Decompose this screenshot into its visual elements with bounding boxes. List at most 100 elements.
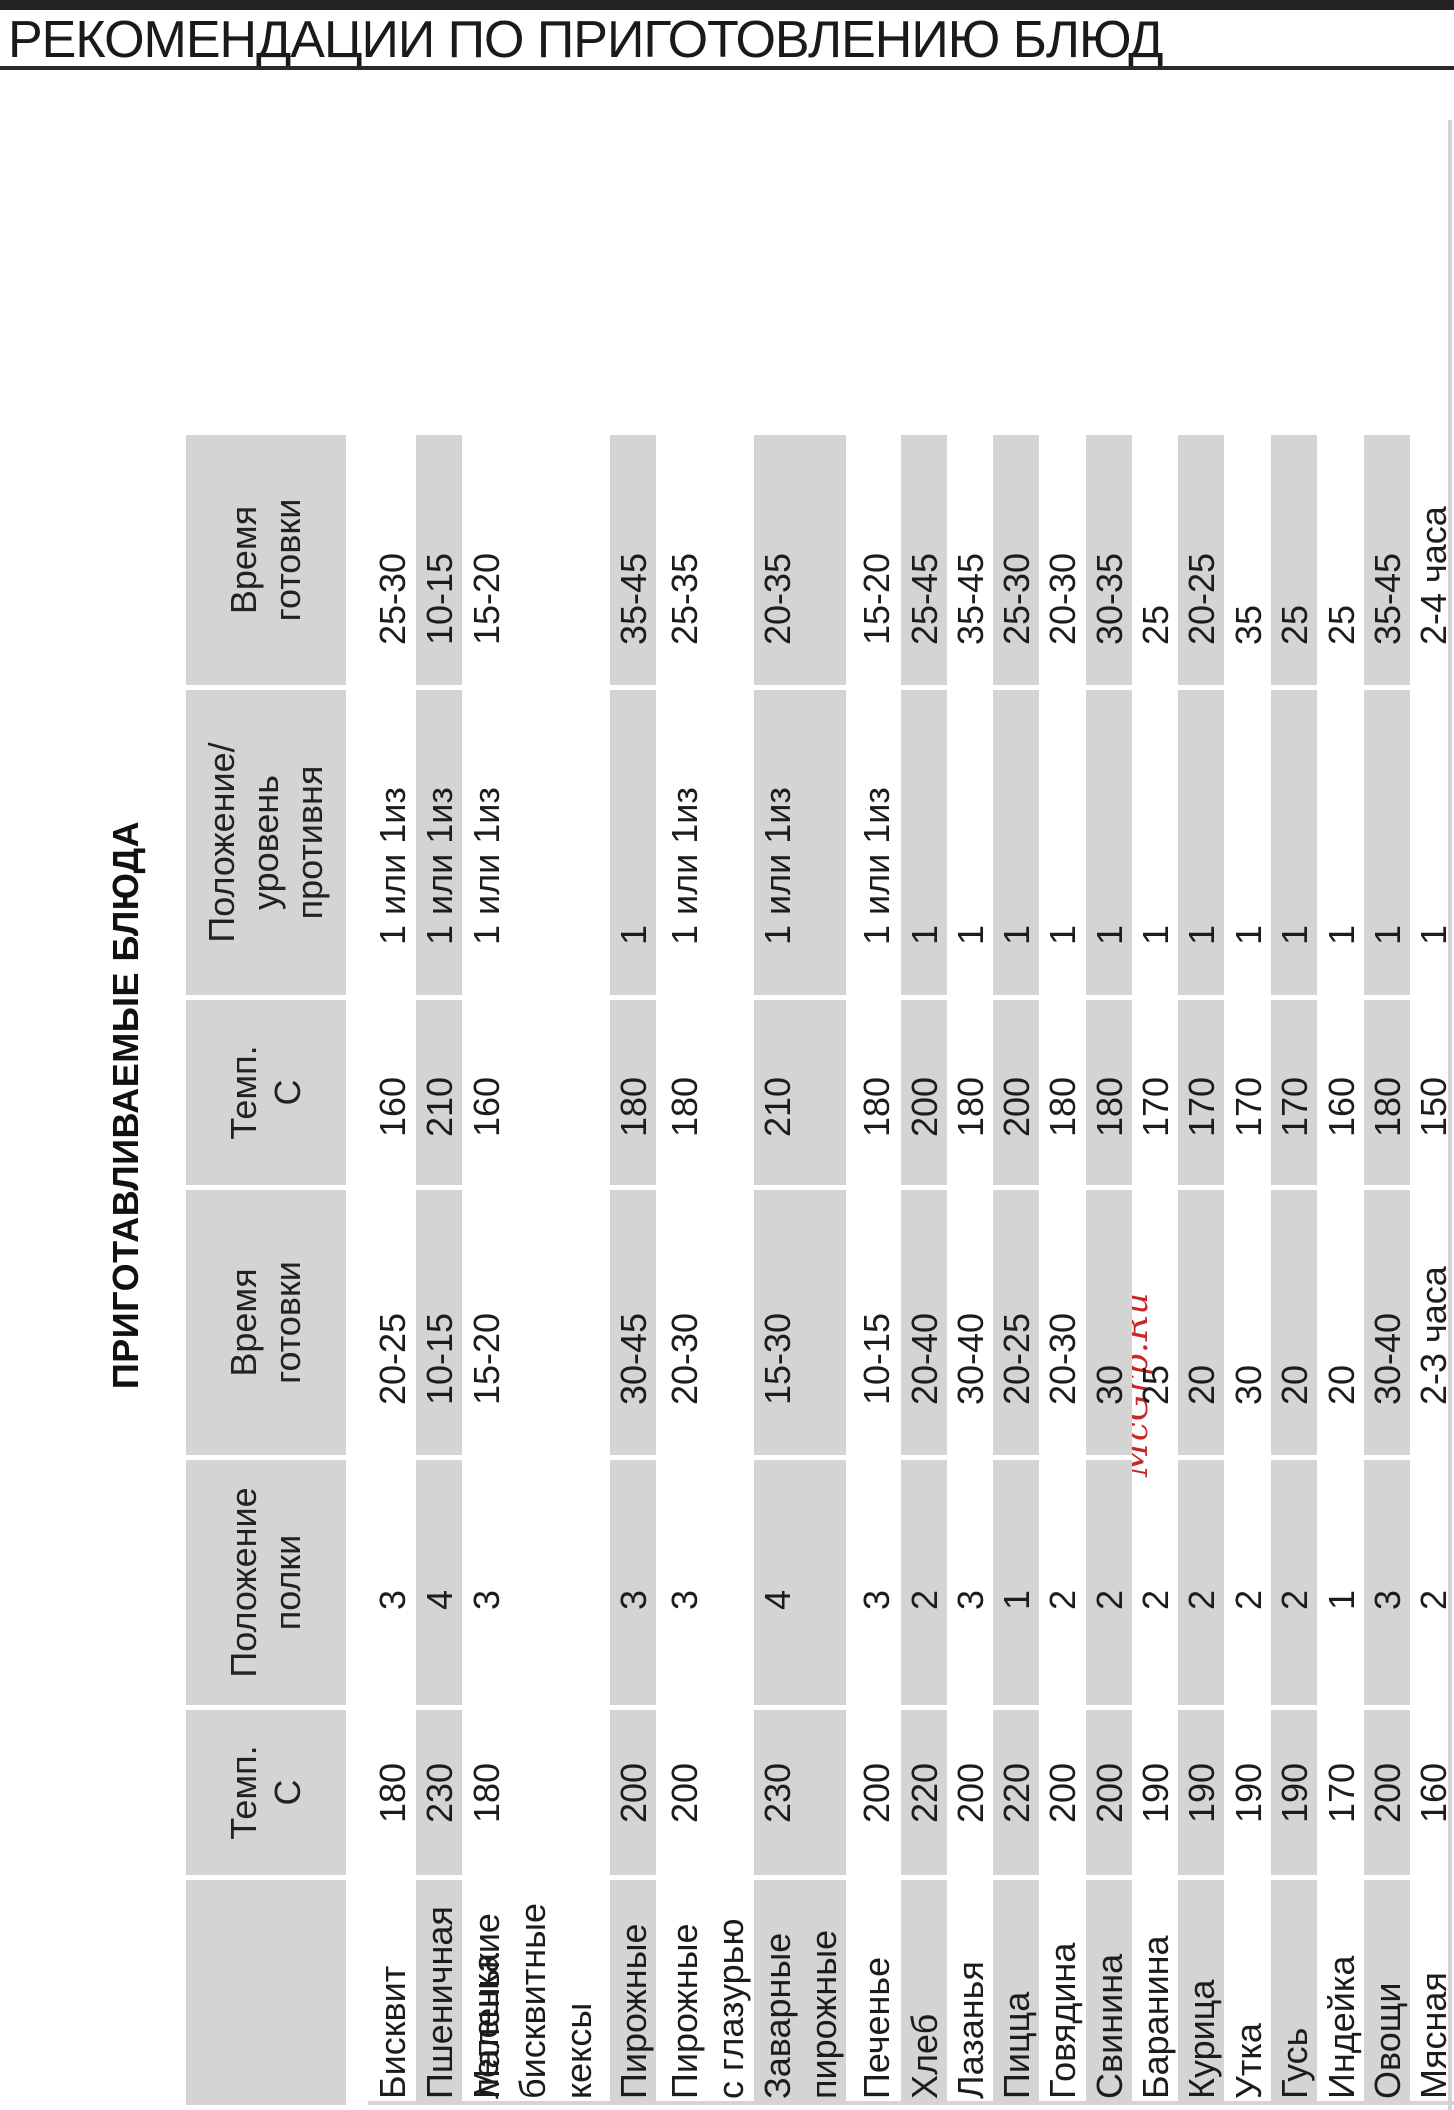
row-shade [1271, 1190, 1317, 1455]
cell-time2: 25 [1321, 604, 1362, 645]
cell-time1: 30 [1228, 1364, 1269, 1405]
cell-time1: 30 [1089, 1364, 1130, 1405]
row-shade [1364, 690, 1410, 995]
dish-name: пирожные [803, 1929, 844, 2099]
cell-time2: 25 [1274, 604, 1315, 645]
cell-time2: 25-45 [904, 552, 945, 645]
cell-tray: 1 [950, 924, 991, 945]
cell-t2: 180 [1089, 1076, 1130, 1137]
cell-shelf: 3 [664, 1589, 705, 1610]
dish-name: Пирожные [664, 1923, 705, 2099]
header-line: полки [267, 1534, 308, 1631]
cell-time2: 35-45 [950, 552, 991, 645]
cell-tray: 1 [904, 924, 945, 945]
cell-t1: 200 [1089, 1762, 1130, 1823]
cell-t1: 230 [757, 1762, 798, 1823]
dish-name: Заварные [757, 1932, 798, 2099]
cell-shelf: 2 [1181, 1589, 1222, 1610]
cell-time1: 2-3 часа [1413, 1266, 1454, 1405]
row-shade [754, 1460, 846, 1705]
row-shade [1178, 1190, 1224, 1455]
cell-tray: 1 [1042, 924, 1083, 945]
header-cell: Темп. С [186, 1710, 346, 1875]
cell-shelf: 3 [466, 1589, 507, 1610]
header-cell: Темп. С [186, 1000, 346, 1185]
cell-shelf: 4 [757, 1589, 798, 1610]
dish-name: Говядина [1042, 1942, 1083, 2099]
cell-time2: 35 [1228, 604, 1269, 645]
cell-time2: 20-25 [1181, 552, 1222, 645]
dish-name: Маленькие [466, 1913, 507, 2099]
cell-t1: 180 [372, 1762, 413, 1823]
title-underline [0, 66, 1454, 70]
row-shade [1271, 690, 1317, 995]
header-line: Положение [223, 1487, 264, 1678]
cell-shelf: 3 [856, 1589, 897, 1610]
row-shade [1178, 690, 1224, 995]
cell-t2: 160 [466, 1076, 507, 1137]
cell-tray: 1 или 1из [419, 787, 460, 945]
cell-time1: 30-45 [613, 1312, 654, 1405]
row-shade [993, 690, 1039, 995]
dish-name: Пирожные [613, 1923, 654, 2099]
cell-t2: 180 [613, 1076, 654, 1137]
cell-tray: 1 [1321, 924, 1362, 945]
row-shade [1178, 1460, 1224, 1705]
cell-t1: 170 [1321, 1762, 1362, 1823]
dish-name: Утка [1228, 2023, 1269, 2099]
cell-t1: 180 [466, 1762, 507, 1823]
dish-name: Гусь [1274, 2027, 1315, 2099]
cell-time2: 25-30 [372, 552, 413, 645]
cell-tray: 1 [613, 924, 654, 945]
header-line: противня [289, 765, 330, 920]
header-line: Положение/ [201, 742, 242, 943]
top-black-bar [0, 0, 1454, 10]
cell-time1: 20 [1274, 1364, 1315, 1405]
cell-time1: 10-15 [419, 1312, 460, 1405]
cell-time2: 25 [1135, 604, 1176, 645]
cell-tray: 1 [1181, 924, 1222, 945]
cell-tray: 1 или 1из [466, 787, 507, 945]
row-shade [610, 690, 656, 995]
cell-time2: 2-4 часа [1413, 506, 1454, 645]
cell-t2: 160 [1321, 1076, 1362, 1137]
dish-name: с глазурью [710, 1918, 751, 2099]
right-edge-strip [1448, 120, 1452, 2110]
cell-t1: 190 [1228, 1762, 1269, 1823]
cell-tray: 1 [1135, 924, 1176, 945]
cell-t2: 180 [856, 1076, 897, 1137]
cell-time2: 25-30 [996, 552, 1037, 645]
dish-name: Лазанья [950, 1961, 991, 2099]
cell-t2: 180 [1042, 1076, 1083, 1137]
row-shade [610, 1460, 656, 1705]
dish-name: Хлеб [904, 2013, 945, 2099]
cell-tray: 1 [1228, 924, 1269, 945]
header-line: Темп. [223, 1745, 264, 1840]
header-cell: Положение полки [186, 1460, 346, 1705]
cell-time2: 25-35 [664, 552, 705, 645]
cell-tray: 1 [1274, 924, 1315, 945]
page-title: РЕКОМЕНДАЦИИ ПО ПРИГОТОВЛЕНИЮ БЛЮД [8, 11, 1163, 69]
cell-t1: 160 [1413, 1762, 1454, 1823]
dish-name: Пшеничная [419, 1906, 460, 2099]
header-cell-dish [186, 1880, 346, 2105]
row-shade [1086, 1190, 1132, 1455]
cell-time2: 35-45 [613, 552, 654, 645]
dish-name: кексы [558, 2002, 599, 2099]
cell-t1: 230 [419, 1762, 460, 1823]
cell-t2: 150 [1413, 1076, 1454, 1137]
cell-time1: 10-15 [856, 1312, 897, 1405]
dish-name: Овощи [1367, 1982, 1408, 2099]
row-shade [1271, 435, 1317, 685]
cell-shelf: 3 [613, 1589, 654, 1610]
cell-tray: 1 [1413, 924, 1454, 945]
dish-name: Курица [1181, 1979, 1222, 2099]
cell-shelf: 2 [1135, 1589, 1176, 1610]
row-shade [1271, 1460, 1317, 1705]
dish-name: Бисквит [372, 1965, 413, 2099]
cell-time1: 25 [1135, 1364, 1176, 1405]
header-line: готовки [267, 1261, 308, 1384]
row-shade [901, 690, 947, 995]
dish-name: бисквитные [512, 1903, 553, 2099]
cell-shelf: 3 [1367, 1589, 1408, 1610]
